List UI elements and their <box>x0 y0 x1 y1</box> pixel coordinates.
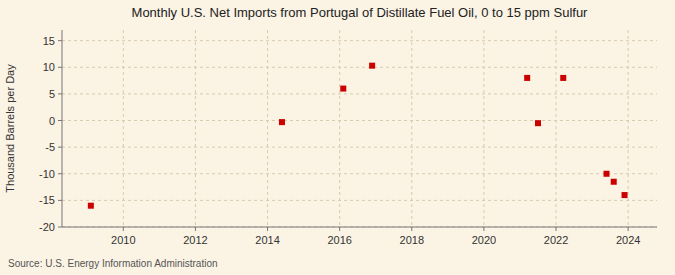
y-tick-label: -15 <box>39 194 55 206</box>
x-axis-line <box>62 227 657 228</box>
source: Source: U.S. Energy Information Administ… <box>8 258 218 269</box>
x-grid-line <box>628 30 629 227</box>
points <box>88 63 628 209</box>
x-grid-line <box>411 30 412 227</box>
x-tick <box>123 227 124 231</box>
point <box>88 203 94 209</box>
y-tick-label: 5 <box>49 88 55 100</box>
chart-container: 2010 2012 2014 2016 2018 2020 2022 2024 -20 -15 -1… <box>0 0 675 275</box>
x-tick-label: 2022 <box>544 234 568 246</box>
y-tick <box>58 173 62 174</box>
y-tick <box>58 93 62 94</box>
y-tick-label: -5 <box>45 141 55 153</box>
y-grid-line <box>62 227 657 228</box>
y-tick-label: -20 <box>39 221 55 233</box>
x-tick-label: 2020 <box>472 234 496 246</box>
y-tick <box>58 67 62 68</box>
background <box>0 0 675 275</box>
x-tick <box>339 227 340 231</box>
point <box>604 171 610 177</box>
y-tick <box>58 200 62 201</box>
y-tick-label: 0 <box>49 115 55 127</box>
y-tick <box>58 120 62 121</box>
x-tick-label: 2014 <box>255 234 279 246</box>
x-tick <box>483 227 484 231</box>
point <box>611 179 617 185</box>
y-axis-line <box>62 30 63 227</box>
point <box>524 75 530 81</box>
x-grid-line <box>195 30 196 227</box>
title: Monthly U.S. Net Imports from Portugal o… <box>132 5 589 20</box>
x-grid-line <box>339 30 340 227</box>
y-grid-line <box>62 200 657 201</box>
x-tick-label: 2012 <box>183 234 207 246</box>
x-tick-label: 2016 <box>327 234 351 246</box>
x-grid-line <box>267 30 268 227</box>
y-tick-label: -10 <box>39 168 55 180</box>
x-tick-label: 2010 <box>111 234 135 246</box>
y-tick-label: 15 <box>43 35 55 47</box>
y-tick-label: 10 <box>43 61 55 73</box>
chart-svg: 2010 2012 2014 2016 2018 2020 2022 2024 -20 -15 -1… <box>0 0 675 275</box>
y-axis-label: Thousand Barrels per Day <box>4 64 16 193</box>
grid <box>62 30 657 227</box>
x-tick <box>411 227 412 231</box>
point <box>535 120 541 126</box>
point <box>622 192 628 198</box>
point <box>279 119 285 125</box>
x-grid-line <box>123 30 124 227</box>
x-grid-line <box>483 30 484 227</box>
y-grid-line <box>62 147 657 148</box>
y-tick <box>58 227 62 228</box>
x-tick-label: 2024 <box>616 234 640 246</box>
point <box>369 63 375 69</box>
y-grid-line <box>62 120 657 121</box>
x-tick <box>195 227 196 231</box>
x-tick <box>628 227 629 231</box>
y-grid-line <box>62 173 657 174</box>
x-tick <box>267 227 268 231</box>
point <box>340 86 346 92</box>
x-tick-label: 2018 <box>400 234 424 246</box>
x-grid-line <box>556 30 557 227</box>
y-grid-line <box>62 40 657 41</box>
y-grid-line <box>62 93 657 94</box>
y-tick <box>58 40 62 41</box>
y-tick <box>58 147 62 148</box>
x-tick <box>556 227 557 231</box>
y-grid-line <box>62 67 657 68</box>
point <box>560 75 566 81</box>
